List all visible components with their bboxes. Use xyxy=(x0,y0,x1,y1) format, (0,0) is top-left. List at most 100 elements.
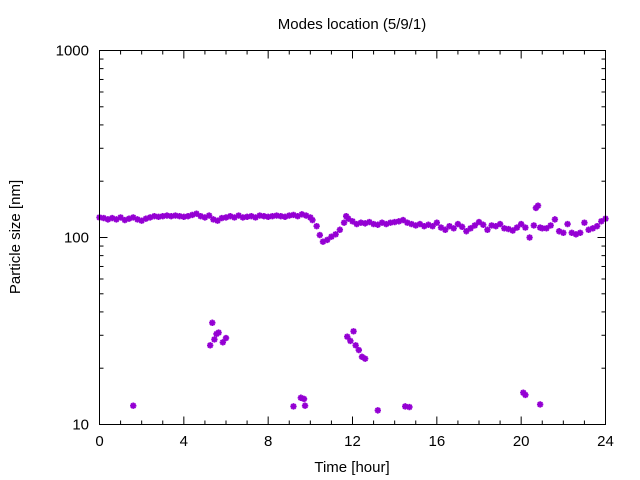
data-point xyxy=(543,225,550,232)
x-tick-label: 12 xyxy=(344,433,361,450)
data-point xyxy=(374,407,381,414)
data-point xyxy=(176,212,183,220)
minor-ticks xyxy=(99,50,606,425)
data-point xyxy=(211,336,218,343)
x-tick-label: 4 xyxy=(180,433,188,450)
data-point xyxy=(598,218,605,225)
data-point xyxy=(349,218,356,225)
data-point xyxy=(530,222,538,229)
data-point xyxy=(209,319,216,326)
data-point xyxy=(206,342,214,349)
data-point xyxy=(555,228,563,235)
data-point xyxy=(352,342,359,349)
data-point xyxy=(210,216,217,223)
data-point xyxy=(420,222,428,230)
data-point xyxy=(197,212,204,220)
data-point xyxy=(463,228,470,235)
data-point xyxy=(526,234,533,241)
data-point xyxy=(300,395,308,403)
data-point xyxy=(277,212,285,220)
x-tick-label: 0 xyxy=(95,433,103,450)
y-tick-label: 1000 xyxy=(56,43,89,60)
data-point xyxy=(163,212,171,219)
data-point xyxy=(125,215,133,222)
data-point xyxy=(560,229,567,236)
data-point xyxy=(536,401,544,408)
data-point xyxy=(399,216,407,224)
data-point xyxy=(100,214,107,222)
data-point xyxy=(260,212,268,220)
data-point xyxy=(522,391,529,399)
data-point xyxy=(151,212,158,220)
data-point xyxy=(442,226,449,233)
data-point xyxy=(342,212,350,220)
data-point xyxy=(264,213,272,221)
data-point xyxy=(269,212,276,220)
data-point xyxy=(316,231,324,239)
y-axis-label: Particle size [nm] xyxy=(7,180,24,294)
data-point xyxy=(361,355,369,362)
data-point xyxy=(180,213,188,221)
data-point xyxy=(142,215,150,222)
data-point xyxy=(309,216,316,224)
data-point xyxy=(383,220,390,228)
data-point xyxy=(522,224,529,231)
data-point xyxy=(146,214,154,221)
data-point xyxy=(117,214,124,221)
data-point xyxy=(406,403,413,411)
chart-title: Modes location (5/9/1) xyxy=(278,16,426,33)
data-point xyxy=(201,214,209,221)
data-point xyxy=(252,214,259,221)
data-point xyxy=(355,346,363,354)
data-point xyxy=(357,219,365,226)
data-point xyxy=(488,222,495,229)
data-point xyxy=(446,222,453,230)
data-point xyxy=(248,212,255,220)
data-point xyxy=(484,226,491,233)
data-point xyxy=(231,214,238,221)
x-axis-label: Time [hour] xyxy=(314,459,389,476)
data-point xyxy=(215,329,222,336)
data-point xyxy=(235,212,242,219)
x-tick-label: 20 xyxy=(513,433,530,450)
data-point xyxy=(313,222,320,230)
data-point xyxy=(402,403,409,410)
data-point xyxy=(347,337,354,345)
data-point xyxy=(332,231,339,238)
data-point xyxy=(172,212,179,219)
data-point xyxy=(290,211,297,219)
data-point xyxy=(509,227,516,234)
data-point xyxy=(572,231,580,238)
data-point xyxy=(458,223,466,231)
data-point xyxy=(104,216,112,223)
data-point xyxy=(298,211,306,218)
data-point xyxy=(577,229,584,236)
data-point xyxy=(568,229,575,236)
data-point xyxy=(344,333,351,340)
data-point xyxy=(361,220,369,227)
data-point xyxy=(429,222,436,230)
data-point xyxy=(358,353,366,361)
data-point xyxy=(471,222,478,229)
data-point xyxy=(214,217,221,224)
data-point xyxy=(551,216,559,223)
data-point xyxy=(345,215,352,222)
data-point xyxy=(243,213,251,221)
data-point xyxy=(222,334,230,342)
data-point xyxy=(256,212,263,219)
data-point xyxy=(138,217,145,224)
data-point xyxy=(501,225,508,232)
data-point xyxy=(492,222,500,230)
data-point xyxy=(328,233,335,240)
data-point xyxy=(589,225,597,232)
data-point xyxy=(239,214,247,221)
data-point xyxy=(290,403,297,410)
data-point xyxy=(433,219,441,226)
data-point xyxy=(167,212,175,220)
data-point xyxy=(340,219,348,226)
data-point xyxy=(121,216,128,224)
data-point xyxy=(404,219,411,226)
data-point xyxy=(517,220,525,228)
